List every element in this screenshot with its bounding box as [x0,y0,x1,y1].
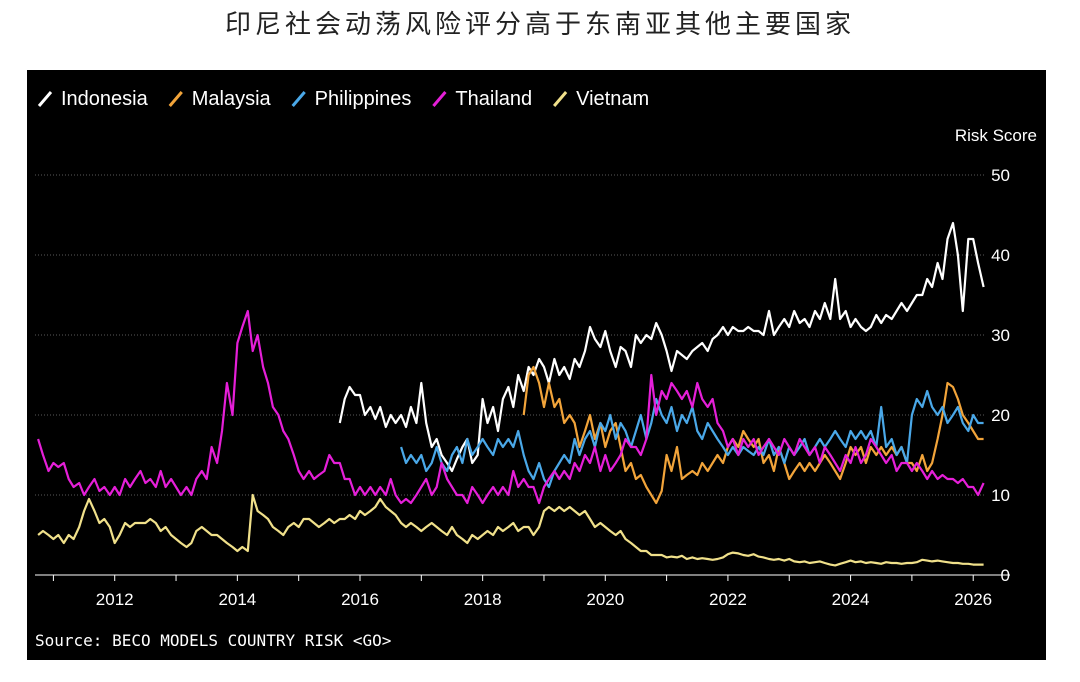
gridlines [35,174,985,576]
x-tick-label: 2020 [586,590,624,609]
x-tick-label: 2024 [832,590,870,609]
x-tick-label: 2026 [954,590,992,609]
x-tick-label: 2016 [341,590,379,609]
legend-item-thailand: Thailand [432,88,532,110]
x-tick-label: 2012 [96,590,134,609]
page-title: 印尼社会动荡风险评分高于东南亚其他主要国家 [224,10,855,40]
legend-label: Indonesia [61,88,149,110]
legend-swatch [552,91,568,107]
y-tick-label: 20 [991,406,1010,425]
legend-label: Philippines [315,88,412,110]
x-tick-label: 2014 [218,590,256,609]
series-line-malaysia [522,365,984,505]
legend-label: Vietnam [576,88,649,110]
legend-swatch [432,91,447,107]
series-line-thailand [37,309,985,505]
y-tick-label: 0 [1001,566,1010,585]
legend-item-indonesia: Indonesia [37,88,149,110]
x-tick-label: 2018 [464,590,502,609]
x-axis: 2012 2014 2016 2018 2020 2022 2024 2026 [35,574,1010,609]
legend-swatch [291,91,306,107]
line-chart: 2012 2014 2016 2018 2020 2022 2024 2026 0 10 20 30… [35,88,1037,650]
y-axis: 0 10 20 30 40 50 [991,166,1010,585]
legend: Indonesia Malaysia Philippines Thailand Viet… [37,88,649,110]
source-note: Source: BECO MODELS COUNTRY RISK <GO> [35,631,391,650]
legend-item-malaysia: Malaysia [168,88,272,110]
chart-panel: 2012 2014 2016 2018 2020 2022 2024 2026 0 10 20 30… [27,70,1046,660]
legend-label: Malaysia [192,88,272,110]
legend-item-vietnam: Vietnam [552,88,649,110]
y-tick-label: 50 [991,166,1010,185]
y-tick-label: 30 [991,326,1010,345]
y-axis-label: Risk Score [955,126,1037,145]
series-line-vietnam [37,493,984,567]
legend-item-philippines: Philippines [291,88,412,110]
y-tick-label: 40 [991,246,1010,265]
legend-label: Thailand [455,88,532,110]
legend-swatch [168,91,183,107]
series-line-indonesia [338,221,985,473]
legend-swatch [37,91,53,107]
y-tick-label: 10 [991,486,1010,505]
series-lines [37,221,985,567]
x-tick-label: 2022 [709,590,747,609]
